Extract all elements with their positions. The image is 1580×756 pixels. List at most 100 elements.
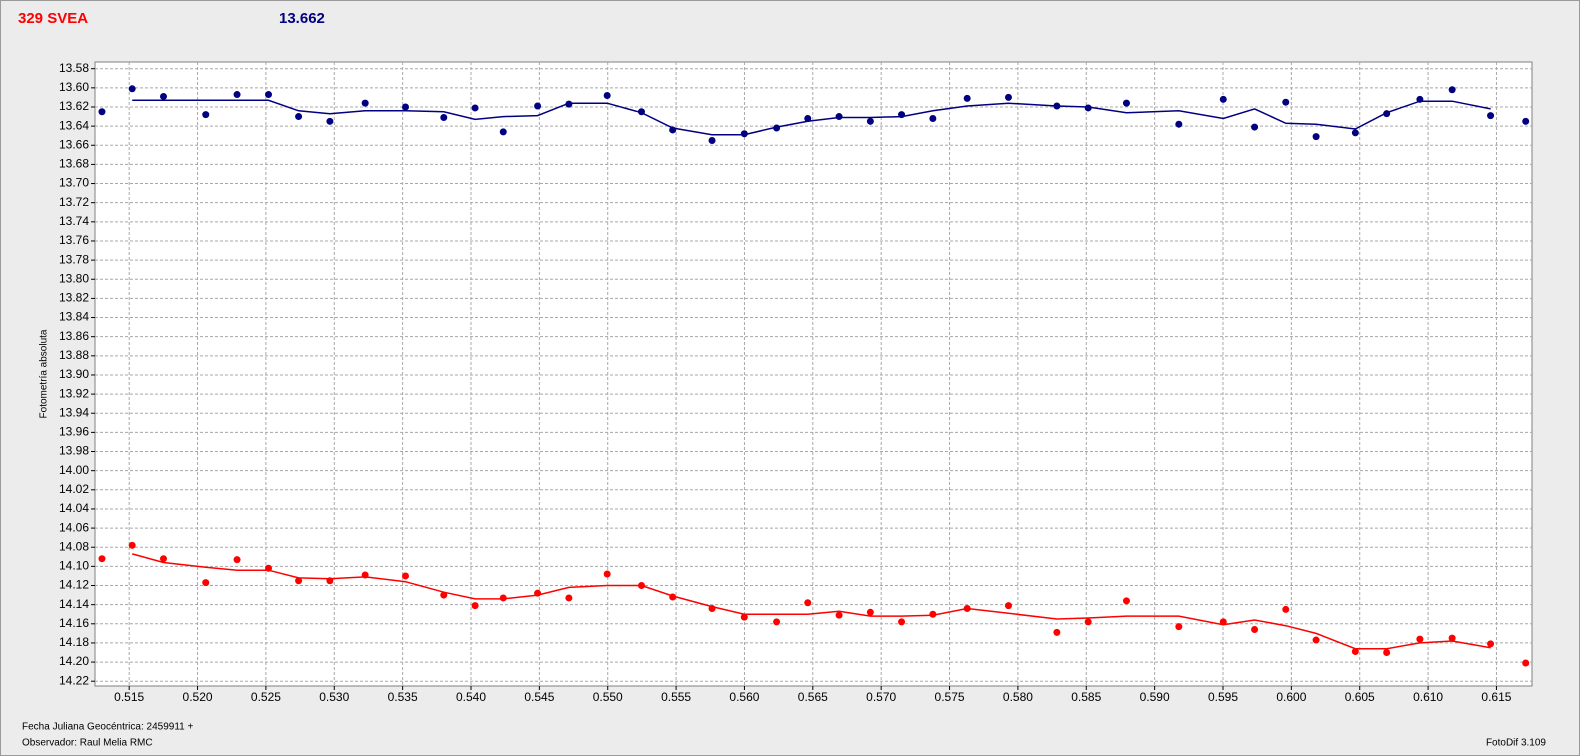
y-tick-label: 13.74 (59, 214, 89, 228)
footer-date: Fecha Juliana Geocéntrica: 2459911 + (22, 722, 193, 733)
footer-observer: Observador: Raul Melia RMC (22, 738, 153, 749)
data-point (233, 556, 241, 564)
software-credit: FotoDif 3.109 (1486, 738, 1546, 749)
x-tick-label: 0.585 (1071, 690, 1101, 704)
data-point (361, 99, 369, 107)
x-tick-label: 0.570 (866, 690, 896, 704)
y-tick-label: 14.18 (59, 635, 89, 649)
data-point (1522, 117, 1530, 125)
x-tick-label: 0.560 (729, 690, 759, 704)
y-tick-label: 13.58 (59, 61, 89, 75)
trend-line (132, 553, 1491, 650)
data-point (740, 613, 748, 621)
data-point (1084, 104, 1092, 112)
x-tick-label: 0.550 (593, 690, 623, 704)
y-tick-label: 13.60 (59, 80, 89, 94)
data-point (1219, 95, 1227, 103)
y-tick-label: 13.62 (59, 99, 89, 113)
x-tick-label: 0.615 (1481, 690, 1511, 704)
data-point (565, 594, 573, 602)
data-point (128, 85, 136, 93)
data-point (963, 94, 971, 102)
data-point (1122, 99, 1130, 107)
data-point (1448, 86, 1456, 94)
y-tick-label: 13.64 (59, 118, 89, 132)
data-point (1487, 112, 1495, 120)
data-point (708, 136, 716, 144)
data-point (866, 117, 874, 125)
x-tick-label: 0.535 (388, 690, 418, 704)
data-point (1175, 120, 1183, 128)
x-tick-label: 0.590 (1140, 690, 1170, 704)
data-point (402, 103, 410, 111)
data-point (1522, 659, 1530, 667)
y-tick-label: 13.88 (59, 348, 89, 362)
data-point (1251, 626, 1259, 634)
y-tick-label: 13.86 (59, 329, 89, 343)
mean-magnitude: 13.662 (279, 10, 325, 27)
plot-area (94, 61, 1533, 687)
data-point (98, 555, 106, 563)
data-point (98, 108, 106, 116)
y-tick-label: 13.82 (59, 291, 89, 305)
data-point (1312, 636, 1320, 644)
data-point (128, 541, 136, 549)
y-tick-label: 14.22 (59, 673, 89, 687)
data-point (1416, 635, 1424, 643)
x-tick-label: 0.540 (456, 690, 486, 704)
x-tick-label: 0.600 (1276, 690, 1306, 704)
y-tick-label: 14.14 (59, 597, 89, 611)
y-tick-label: 14.12 (59, 578, 89, 592)
y-axis-label: Fotometría absoluta (39, 329, 50, 418)
data-point (499, 128, 507, 136)
data-point (202, 579, 210, 587)
data-point (440, 114, 448, 122)
y-tick-label: 13.68 (59, 157, 89, 171)
y-tick-label: 14.00 (59, 463, 89, 477)
data-point (929, 114, 937, 122)
data-point (1175, 623, 1183, 631)
data-point (295, 113, 303, 121)
y-tick-label: 14.06 (59, 520, 89, 534)
y-tick-label: 13.94 (59, 405, 89, 419)
data-point (326, 117, 334, 125)
data-point (1004, 93, 1012, 101)
y-tick-label: 13.66 (59, 137, 89, 151)
data-point (1251, 123, 1259, 131)
x-tick-label: 0.525 (251, 690, 281, 704)
data-point (265, 91, 273, 99)
y-tick-label: 14.08 (59, 539, 89, 553)
data-point (1004, 602, 1012, 610)
y-tick-label: 14.10 (59, 559, 89, 573)
y-tick-label: 13.70 (59, 176, 89, 190)
data-point (1383, 649, 1391, 657)
data-point (1487, 640, 1495, 648)
data-point (499, 594, 507, 602)
data-point (471, 602, 479, 610)
data-point (160, 92, 168, 100)
data-point (603, 570, 611, 578)
data-point (835, 113, 843, 121)
x-tick-label: 0.545 (524, 690, 554, 704)
data-point (1282, 98, 1290, 106)
y-tick-label: 13.84 (59, 310, 89, 324)
data-point (866, 608, 874, 616)
x-tick-label: 0.555 (661, 690, 691, 704)
x-tick-label: 0.605 (1345, 690, 1375, 704)
x-tick-label: 0.610 (1413, 690, 1443, 704)
data-point (1448, 634, 1456, 642)
y-tick-label: 13.92 (59, 386, 89, 400)
data-point (1084, 618, 1092, 626)
data-point (1053, 628, 1061, 636)
y-tick-label: 14.02 (59, 482, 89, 496)
y-tick-label: 14.04 (59, 501, 89, 515)
data-point (740, 130, 748, 138)
data-point (1282, 605, 1290, 613)
x-tick-label: 0.515 (114, 690, 144, 704)
x-tick-label: 0.520 (183, 690, 213, 704)
y-tick-label: 13.98 (59, 444, 89, 458)
data-point (835, 611, 843, 619)
y-tick-label: 13.76 (59, 233, 89, 247)
